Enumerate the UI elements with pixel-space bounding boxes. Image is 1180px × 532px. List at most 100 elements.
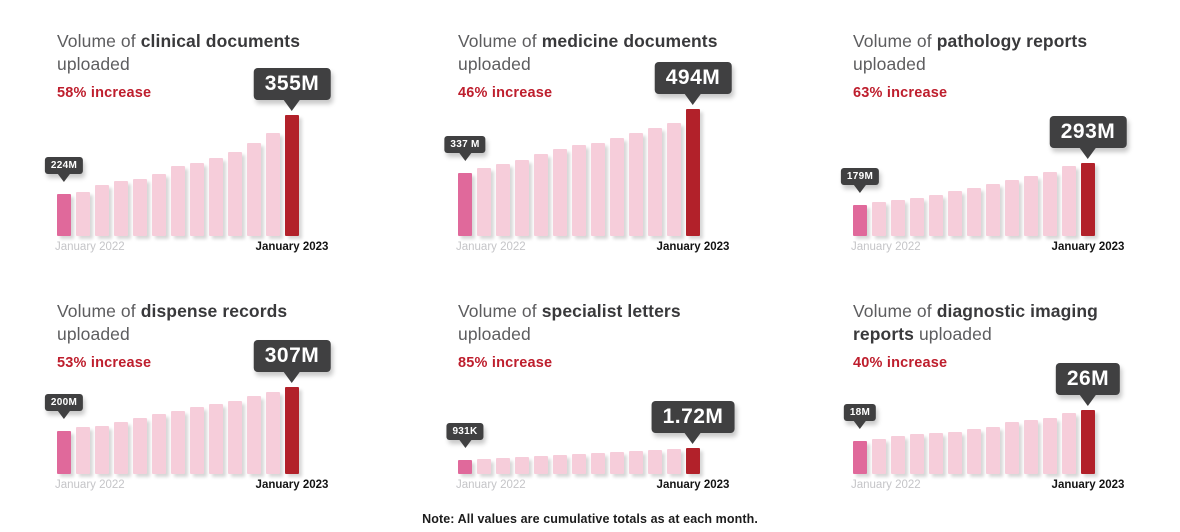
bar-aug-2022	[591, 142, 605, 236]
title-suffix: uploaded	[458, 54, 531, 74]
bar-sep-2022	[1005, 422, 1019, 474]
x-axis: January 2022 January 2023	[851, 241, 1124, 255]
bar-mar-2022	[95, 425, 109, 474]
chart-pathology-reports: Volume of pathology reports uploaded 63%…	[786, 0, 1180, 270]
bar-jan-2022	[57, 194, 71, 236]
chart-title: Volume of dispense records uploaded	[57, 300, 329, 346]
title-suffix: uploaded	[57, 54, 130, 74]
bar-feb-2022	[477, 458, 491, 474]
title-prefix: Volume of	[458, 31, 542, 51]
title-prefix: Volume of	[57, 301, 141, 321]
bar-apr-2022	[910, 198, 924, 236]
last-value-callout: 355M	[253, 68, 331, 100]
bar-mar-2022	[496, 457, 510, 474]
bar-oct-2022	[629, 450, 643, 474]
axis-label-start: January 2022	[456, 241, 526, 253]
first-value-callout: 18M	[843, 404, 877, 421]
bar-plot: 931K 1.72M	[446, 372, 735, 474]
bar-mar-2022	[891, 436, 905, 474]
last-value-callout: 26M	[1055, 363, 1121, 395]
bar-jan-2023	[1081, 410, 1095, 474]
bar-aug-2022	[986, 184, 1000, 236]
bar-jan-2023	[1081, 163, 1095, 236]
bar-sep-2022	[209, 403, 223, 474]
bar-oct-2022	[1024, 175, 1038, 236]
bar-jun-2022	[948, 191, 962, 236]
chart-clinical-documents: Volume of clinical documents uploaded 58…	[0, 0, 393, 270]
bar-mar-2022	[496, 164, 510, 236]
bar-nov-2022	[648, 127, 662, 236]
bar-feb-2022	[76, 427, 90, 474]
bar-jun-2022	[948, 432, 962, 474]
bar-plot: 337 M 494M	[444, 62, 732, 236]
x-axis: January 2022 January 2023	[55, 241, 328, 255]
x-axis: January 2022 January 2023	[851, 479, 1124, 493]
bar-jan-2022	[853, 441, 867, 474]
title-suffix: uploaded	[853, 54, 926, 74]
bar-apr-2022	[114, 180, 128, 236]
footnote: Note: All values are cumulative totals a…	[422, 512, 758, 526]
title-emphasis: pathology reports	[936, 31, 1088, 51]
title-suffix: uploaded	[914, 324, 992, 344]
bar-apr-2022	[114, 422, 128, 474]
axis-label-end: January 2023	[1051, 479, 1125, 491]
bar-aug-2022	[986, 426, 1000, 474]
bar-plot: 224M 355M	[44, 68, 331, 236]
bar-jul-2022	[171, 410, 185, 474]
bars	[57, 102, 299, 236]
bars	[57, 372, 299, 474]
x-axis: January 2022 January 2023	[55, 479, 328, 493]
axis-label-start: January 2022	[851, 241, 921, 253]
bar-aug-2022	[591, 452, 605, 474]
chart-title: Volume of clinical documents uploaded	[57, 30, 329, 76]
bar-plot: 18M 26M	[843, 363, 1121, 474]
bars	[458, 372, 700, 474]
bar-feb-2022	[76, 191, 90, 236]
increase-label: 58% increase	[57, 85, 152, 101]
bars	[853, 372, 1095, 474]
bar-jun-2022	[152, 414, 166, 474]
bar-oct-2022	[228, 151, 242, 236]
bar-jan-2023	[285, 115, 299, 236]
last-value-callout: 307M	[253, 340, 331, 372]
title-prefix: Volume of	[853, 301, 937, 321]
chart-specialist-letters: Volume of specialist letters uploaded 85…	[393, 270, 786, 491]
bar-oct-2022	[1024, 420, 1038, 474]
bar-jan-2023	[686, 109, 700, 236]
first-value-callout: 337 M	[444, 136, 486, 153]
bar-jan-2022	[458, 460, 472, 474]
bar-jan-2022	[57, 431, 71, 474]
bar-mar-2022	[95, 185, 109, 236]
axis-label-start: January 2022	[55, 479, 125, 491]
title-emphasis: diagnostic imaging reports	[853, 301, 1098, 344]
bar-oct-2022	[228, 401, 242, 474]
chart-title: Volume of medicine documents uploaded	[458, 30, 730, 76]
bar-nov-2022	[247, 143, 261, 236]
bar-apr-2022	[910, 434, 924, 474]
bar-plot: 200M 307M	[44, 340, 331, 474]
bar-jun-2022	[152, 173, 166, 236]
increase-label: 63% increase	[853, 85, 948, 101]
x-axis: January 2022 January 2023	[456, 241, 729, 255]
bar-jan-2022	[458, 173, 472, 236]
axis-label-end: January 2023	[255, 479, 329, 491]
bar-aug-2022	[190, 162, 204, 236]
bar-sep-2022	[610, 137, 624, 236]
bar-sep-2022	[1005, 180, 1019, 236]
chart-diagnostic-imaging-reports: Volume of diagnostic imaging reports upl…	[786, 270, 1180, 491]
bar-dec-2022	[266, 132, 280, 236]
bar-jan-2023	[686, 448, 700, 474]
title-emphasis: specialist letters	[541, 301, 681, 321]
axis-label-end: January 2023	[255, 241, 329, 253]
bar-may-2022	[534, 455, 548, 474]
bar-sep-2022	[610, 451, 624, 474]
bar-jun-2022	[553, 149, 567, 236]
bar-feb-2022	[477, 167, 491, 236]
bar-nov-2022	[1043, 171, 1057, 236]
title-prefix: Volume of	[57, 31, 141, 51]
bar-nov-2022	[247, 396, 261, 474]
bar-jul-2022	[967, 188, 981, 236]
increase-label: 53% increase	[57, 355, 152, 371]
chart-title: Volume of specialist letters uploaded	[458, 300, 730, 346]
bar-jul-2022	[171, 165, 185, 236]
